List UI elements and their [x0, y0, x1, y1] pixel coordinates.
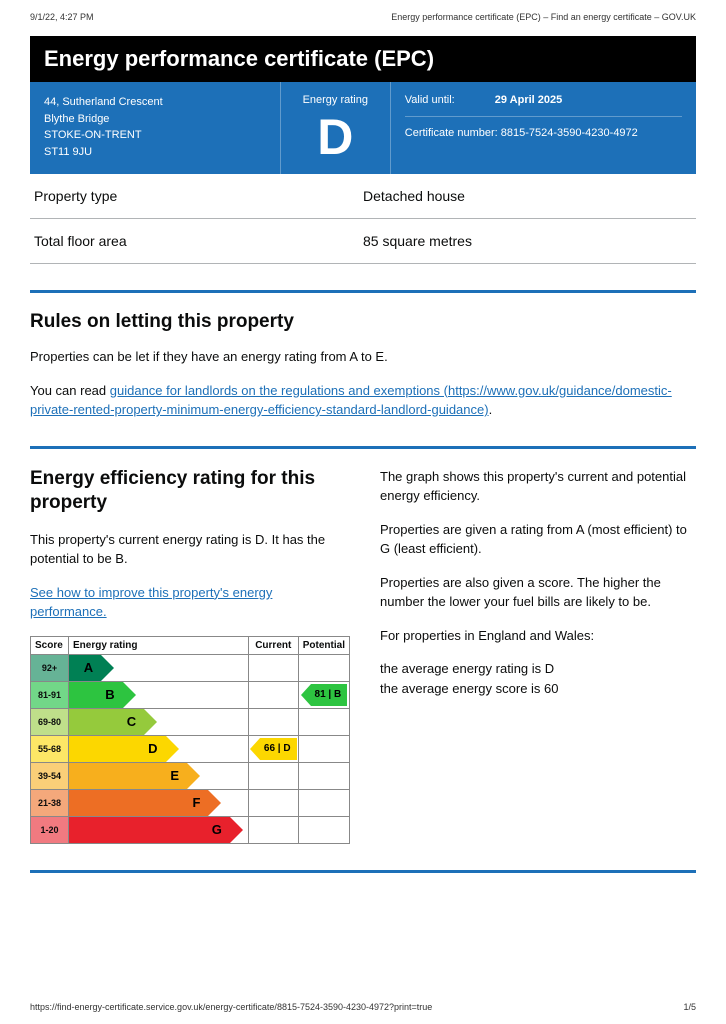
- letting-p2: You can read guidance for landlords on t…: [30, 381, 696, 420]
- current-cell: 66 | D: [248, 735, 298, 762]
- divider: [30, 870, 696, 873]
- score-cell: 1-20: [31, 816, 69, 843]
- rating-bar-cell: D: [69, 735, 249, 762]
- address-line: STOKE-ON-TRENT: [44, 127, 266, 144]
- print-header: 9/1/22, 4:27 PM Energy performance certi…: [0, 0, 726, 26]
- divider: [30, 446, 696, 449]
- side-p4: For properties in England and Wales:: [380, 626, 696, 646]
- letting-p1: Properties can be let if they have an en…: [30, 347, 696, 367]
- potential-cell: [298, 789, 349, 816]
- th-rating: Energy rating: [69, 636, 249, 654]
- score-cell: 69-80: [31, 708, 69, 735]
- th-potential: Potential: [298, 636, 349, 654]
- potential-cell: [298, 735, 349, 762]
- valid-label: Valid until:: [405, 94, 495, 106]
- rating-bar-cell: F: [69, 789, 249, 816]
- improve-link[interactable]: See how to improve this property's energ…: [30, 585, 272, 620]
- current-cell: [248, 816, 298, 843]
- rating-bar-cell: A: [69, 654, 249, 681]
- rating-bar-cell: E: [69, 762, 249, 789]
- current-cell: [248, 789, 298, 816]
- score-cell: 81-91: [31, 681, 69, 708]
- current-cell: [248, 708, 298, 735]
- floor-area-value: 85 square metres: [363, 233, 692, 249]
- property-type-row: Property type Detached house: [30, 174, 696, 219]
- letting-heading: Rules on letting this property: [30, 311, 696, 333]
- side-p1: The graph shows this property's current …: [380, 467, 696, 506]
- efficiency-intro: This property's current energy rating is…: [30, 530, 350, 569]
- current-cell: [248, 762, 298, 789]
- score-cell: 39-54: [31, 762, 69, 789]
- efficiency-heading: Energy efficiency rating for this proper…: [30, 467, 350, 516]
- rating-bar-cell: C: [69, 708, 249, 735]
- side-p3: Properties are also given a score. The h…: [380, 573, 696, 612]
- cert-value: 8815-7524-3590-4230-4972: [501, 127, 638, 139]
- side-p2: Properties are given a rating from A (mo…: [380, 520, 696, 559]
- th-score: Score: [31, 636, 69, 654]
- rating-bar-cell: B: [69, 681, 249, 708]
- score-cell: 92+: [31, 654, 69, 681]
- rating-block: Energy rating D: [281, 82, 391, 174]
- address-line: ST11 9JU: [44, 144, 266, 161]
- potential-cell: [298, 654, 349, 681]
- print-footer: https://find-energy-certificate.service.…: [30, 1002, 696, 1012]
- footer-page: 1/5: [683, 1002, 696, 1012]
- rating-label: Energy rating: [289, 94, 382, 106]
- valid-value: 29 April 2025: [495, 94, 562, 106]
- potential-cell: [298, 708, 349, 735]
- rating-letter: D: [289, 112, 382, 162]
- landlord-guidance-link[interactable]: guidance for landlords on the regulation…: [30, 383, 672, 418]
- property-type-label: Property type: [34, 188, 363, 204]
- divider: [30, 290, 696, 293]
- potential-cell: 81 | B: [298, 681, 349, 708]
- print-doc-title: Energy performance certificate (EPC) – F…: [391, 12, 696, 22]
- efficiency-explainer: The graph shows this property's current …: [380, 467, 696, 844]
- th-current: Current: [248, 636, 298, 654]
- validity-block: Valid until: 29 April 2025 Certificate n…: [391, 82, 696, 174]
- rating-bar-cell: G: [69, 816, 249, 843]
- property-type-value: Detached house: [363, 188, 692, 204]
- current-cell: [248, 654, 298, 681]
- print-timestamp: 9/1/22, 4:27 PM: [30, 12, 94, 22]
- address-line: 44, Sutherland Crescent: [44, 94, 266, 111]
- floor-area-row: Total floor area 85 square metres: [30, 219, 696, 264]
- floor-area-label: Total floor area: [34, 233, 363, 249]
- page-title: Energy performance certificate (EPC): [30, 36, 696, 82]
- rating-chart: Score Energy rating Current Potential 92…: [30, 636, 350, 844]
- score-cell: 21-38: [31, 789, 69, 816]
- potential-cell: [298, 816, 349, 843]
- address-block: 44, Sutherland Crescent Blythe Bridge ST…: [30, 82, 281, 174]
- side-p5: the average energy rating is D the avera…: [380, 659, 696, 698]
- summary-panel: 44, Sutherland Crescent Blythe Bridge ST…: [30, 82, 696, 174]
- address-line: Blythe Bridge: [44, 111, 266, 128]
- footer-url: https://find-energy-certificate.service.…: [30, 1002, 432, 1012]
- cert-label: Certificate number:: [405, 127, 498, 139]
- score-cell: 55-68: [31, 735, 69, 762]
- potential-cell: [298, 762, 349, 789]
- current-cell: [248, 681, 298, 708]
